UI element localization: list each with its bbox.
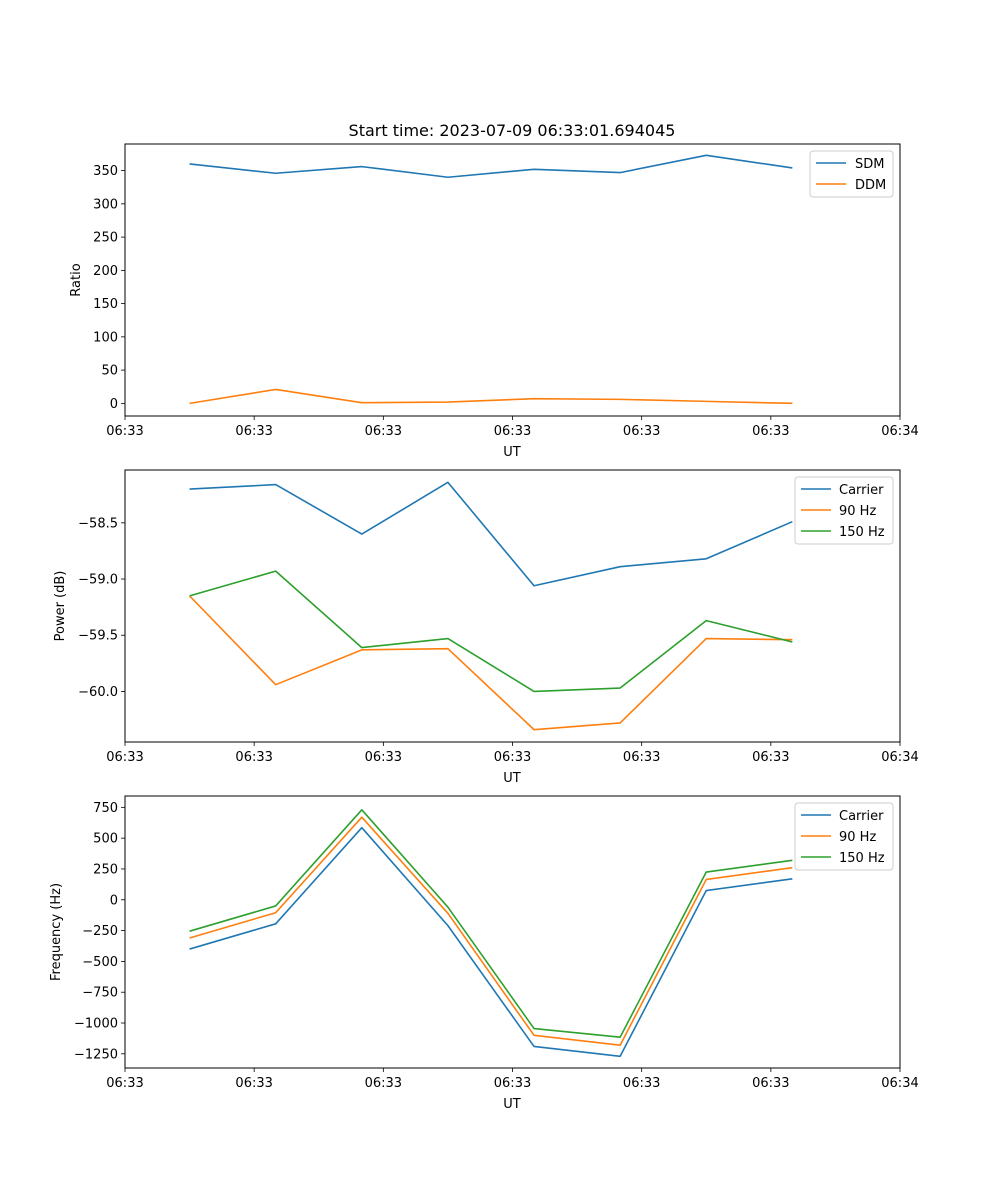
legend-label-carrier: Carrier xyxy=(839,809,884,824)
legend-label-150hz: 150 Hz xyxy=(839,851,885,866)
ratio-y-tick-label: 200 xyxy=(93,264,118,279)
frequency-x-tick-label: 06:33 xyxy=(106,1076,143,1091)
frequency-y-tick-label: 500 xyxy=(93,832,118,847)
ratio-x-tick-label: 06:33 xyxy=(494,424,531,439)
power-legend: Carrier 90 Hz 150 Hz xyxy=(794,476,894,545)
ratio-x-tick-label: 06:34 xyxy=(881,424,918,439)
frequency-series-line-carrier xyxy=(189,826,793,1058)
legend-label-90hz: 90 Hz xyxy=(839,830,876,845)
ratio-series-line-sdm xyxy=(189,154,793,179)
power-x-tick-label: 06:34 xyxy=(881,750,918,765)
power-y-tick-label: −59.0 xyxy=(78,573,118,588)
frequency-y-tick-label: 750 xyxy=(93,801,118,816)
ratio-x-tick-label: 06:33 xyxy=(752,424,789,439)
power-x-tick-label: 06:33 xyxy=(623,750,660,765)
power-x-tick-label: 06:33 xyxy=(365,750,402,765)
frequency-plot-layer: 06:33 06:33 06:33 06:33 06:33 06:33 06:34 −1250… xyxy=(74,801,919,1091)
frequency-x-tick-label: 06:33 xyxy=(365,1076,402,1091)
ratio-panel: Start time: 2023-07-09 06:33:01.694045 0… xyxy=(69,121,919,460)
power-series-line-carrier xyxy=(189,481,793,587)
ratio-y-tick-label: 100 xyxy=(93,330,118,345)
power-series-line-90hz xyxy=(189,595,793,731)
power-y-tick-label: −58.5 xyxy=(78,516,118,531)
ratio-x-tick-label: 06:33 xyxy=(623,424,660,439)
ratio-y-tick-label: 250 xyxy=(93,231,118,246)
frequency-legend-box xyxy=(794,802,894,871)
frequency-legend: Carrier 90 Hz 150 Hz xyxy=(794,802,894,871)
legend-label-90hz: 90 Hz xyxy=(839,504,876,519)
ratio-y-tick-label: 50 xyxy=(101,364,118,379)
frequency-panel: 06:33 06:33 06:33 06:33 06:33 06:33 06:34 −1250… xyxy=(49,795,919,1112)
ratio-y-axis-label: Ratio xyxy=(69,263,84,296)
power-plot-layer: 06:33 06:33 06:33 06:33 06:33 06:33 06:34 −60.0… xyxy=(78,481,919,765)
power-x-tick-label: 06:33 xyxy=(106,750,143,765)
frequency-y-tick-label: −1250 xyxy=(74,1047,118,1062)
power-x-axis-label: UT xyxy=(503,771,521,786)
frequency-y-tick-label: −750 xyxy=(82,986,118,1001)
frequency-x-tick-label: 06:33 xyxy=(235,1076,272,1091)
frequency-x-tick-label: 06:34 xyxy=(881,1076,918,1091)
power-x-tick-label: 06:33 xyxy=(494,750,531,765)
frequency-y-axis-label: Frequency (Hz) xyxy=(49,883,64,981)
frequency-y-tick-label: −1000 xyxy=(74,1017,118,1032)
ratio-axes-frame xyxy=(124,143,901,417)
ratio-x-tick-label: 06:33 xyxy=(106,424,143,439)
frequency-x-axis-label: UT xyxy=(503,1097,521,1112)
frequency-x-tick-label: 06:33 xyxy=(623,1076,660,1091)
frequency-y-tick-label: −250 xyxy=(82,924,118,939)
legend-label-carrier: Carrier xyxy=(839,483,884,498)
power-y-tick-label: −59.5 xyxy=(78,629,118,644)
ratio-y-tick-label: 150 xyxy=(93,297,118,312)
ratio-x-axis-label: UT xyxy=(503,445,521,460)
power-x-tick-label: 06:33 xyxy=(752,750,789,765)
chart-title: Start time: 2023-07-09 06:33:01.694045 xyxy=(349,121,676,140)
power-y-axis-label: Power (dB) xyxy=(53,571,68,642)
power-panel: 06:33 06:33 06:33 06:33 06:33 06:33 06:34 −60.0… xyxy=(53,469,919,786)
frequency-y-tick-label: 0 xyxy=(110,893,118,908)
ratio-y-tick-label: 0 xyxy=(110,397,118,412)
frequency-axes-frame xyxy=(124,795,901,1069)
power-series-line-150hz xyxy=(189,570,793,693)
ratio-y-tick-label: 300 xyxy=(93,197,118,212)
power-axes-frame xyxy=(124,469,901,743)
power-x-tick-label: 06:33 xyxy=(235,750,272,765)
frequency-x-tick-label: 06:33 xyxy=(752,1076,789,1091)
frequency-x-tick-label: 06:33 xyxy=(494,1076,531,1091)
frequency-y-tick-label: −500 xyxy=(82,955,118,970)
ratio-legend: SDM DDM xyxy=(809,150,894,198)
legend-label-ddm: DDM xyxy=(855,178,886,193)
power-legend-box xyxy=(794,476,894,545)
frequency-series-line-90hz xyxy=(189,816,793,1046)
ratio-y-tick-label: 350 xyxy=(93,164,118,179)
power-y-tick-label: −60.0 xyxy=(78,685,118,700)
ratio-plot-layer: 06:33 06:33 06:33 06:33 06:33 06:33 06:34 0 50 10… xyxy=(93,154,919,439)
ratio-series-line-ddm xyxy=(189,388,793,405)
legend-label-150hz: 150 Hz xyxy=(839,525,885,540)
frequency-y-tick-label: 250 xyxy=(93,862,118,877)
frequency-series-line-150hz xyxy=(189,808,793,1038)
ratio-x-tick-label: 06:33 xyxy=(365,424,402,439)
ratio-x-tick-label: 06:33 xyxy=(235,424,272,439)
legend-label-sdm: SDM xyxy=(855,157,884,172)
